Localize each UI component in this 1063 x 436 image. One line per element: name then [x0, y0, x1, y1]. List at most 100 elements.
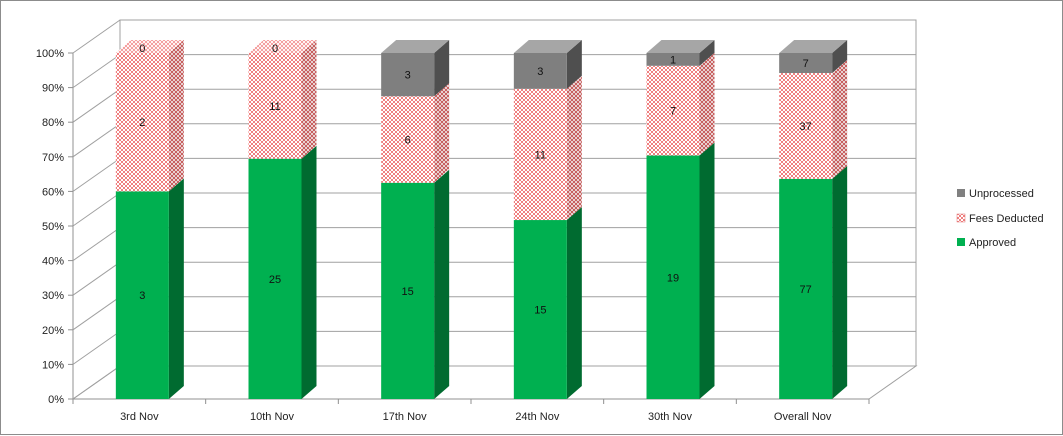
gridline-diagonal: [72, 365, 121, 400]
segment-approved: [779, 178, 833, 399]
y-tick-label: 80%: [42, 117, 64, 129]
legend-swatch-approved: [957, 238, 965, 246]
bar-top-cap: [646, 40, 715, 53]
data-label: 77: [800, 284, 812, 296]
data-label: 7: [670, 106, 676, 118]
data-label: 0: [139, 43, 145, 55]
data-label: 37: [800, 121, 812, 133]
y-tick-label: 60%: [42, 186, 64, 198]
segment-approved: [513, 220, 567, 399]
y-tick-label: 100%: [36, 48, 64, 60]
bar-3rd-nov: 3 2 0: [115, 40, 184, 399]
segment-side-unprocessed: [566, 40, 582, 89]
segment-side-approved: [699, 142, 715, 399]
bar-top-cap: [513, 40, 582, 53]
segment-fees-deducted: [248, 53, 302, 159]
legend-swatch-fees-deducted: [956, 213, 966, 223]
data-label: 11: [269, 101, 280, 113]
legend-swatch-unprocessed: [957, 189, 965, 197]
segment-side-approved: [301, 145, 317, 399]
data-label: 1: [670, 54, 676, 66]
legend-label-approved: Approved: [969, 237, 1016, 249]
segment-side-approved: [434, 169, 450, 399]
y-tick-label: 50%: [42, 221, 64, 233]
data-label: 6: [405, 135, 411, 147]
bar-top-cap: [381, 40, 450, 53]
x-tick-label: 10th Nov: [250, 411, 295, 423]
segment-fees-deducted: [513, 88, 567, 221]
x-axis-labels: 3rd Nov 10th Nov 17th Nov 24th Nov 30th Nov O…: [120, 411, 832, 423]
data-label: 19: [667, 272, 679, 284]
gridline-diagonal: [72, 88, 121, 123]
segment-approved: [248, 158, 302, 399]
x-tick-label: Overall Nov: [774, 411, 832, 423]
segment-fees-deducted: [646, 65, 700, 156]
x-tick-label: 3rd Nov: [120, 411, 159, 423]
y-axis-ticks: 0% 10% 20% 30% 40% 50% 60% 70% 80% 90% 100%: [36, 48, 870, 406]
segment-side-unprocessed: [434, 40, 450, 97]
data-label: 25: [269, 274, 281, 286]
gridline-diagonal: [72, 123, 121, 158]
segment-unprocessed: [646, 53, 700, 66]
data-label: 3: [405, 70, 411, 82]
segment-approved: [646, 155, 700, 399]
bar-top-cap: [248, 40, 317, 53]
segment-side-approved: [168, 178, 184, 399]
segment-unprocessed: [513, 53, 567, 89]
segment-side-fees-deducted: [832, 60, 848, 179]
bar-top-cap: [779, 40, 848, 53]
segment-approved: [381, 182, 435, 399]
y-tick-label: 30%: [42, 290, 64, 302]
legend-label-unprocessed: Unprocessed: [969, 188, 1034, 200]
bar-overall-nov: 77 37 7: [779, 40, 848, 399]
legend-label-fees-deducted: Fees Deducted: [969, 213, 1044, 225]
y-tick-label: 10%: [42, 359, 64, 371]
gridline-diagonal: [72, 54, 121, 89]
data-label: 0: [272, 43, 278, 55]
segment-side-fees-deducted: [301, 40, 317, 159]
y-tick-label: 90%: [42, 83, 64, 95]
gridline-diagonal: [72, 227, 121, 262]
segment-side-approved: [566, 207, 582, 399]
segment-unprocessed: [381, 53, 435, 97]
gridline-diagonal: [72, 157, 121, 192]
segment-fees-deducted: [779, 73, 833, 179]
y-tick-label: 70%: [42, 152, 64, 164]
x-tick-label: 30th Nov: [648, 411, 693, 423]
segment-side-fees-deducted: [566, 75, 582, 221]
segment-approved: [115, 191, 169, 399]
data-label: 11: [535, 149, 546, 161]
y-tick-label: 20%: [42, 325, 64, 337]
bar-top-cap: [115, 40, 184, 53]
data-label: 3: [139, 290, 145, 302]
gridline-diagonal: [72, 296, 121, 331]
segment-fees-deducted: [115, 53, 169, 192]
gridline-diagonal: [72, 330, 121, 365]
segment-side-fees-deducted: [168, 40, 184, 192]
gridline-diagonal: [72, 19, 121, 54]
legend: Unprocessed Fees Deducted Approved: [956, 188, 1044, 249]
segment-side-unprocessed: [832, 40, 848, 74]
segment-side-unprocessed: [699, 40, 715, 66]
gridline-diagonal: [72, 192, 121, 227]
segment-side-fees-deducted: [434, 83, 450, 183]
segment-fees-deducted: [381, 96, 435, 183]
bar-10th-nov: 25 11 0: [248, 40, 317, 399]
data-label: 7: [803, 58, 809, 70]
bar-24th-nov: 15 11 3: [513, 40, 582, 399]
y-tick-label: 40%: [42, 256, 64, 268]
data-label: 15: [402, 286, 414, 298]
data-label: 3: [537, 66, 543, 78]
data-label: 2: [139, 117, 145, 129]
data-label: 15: [534, 305, 546, 317]
y-tick-label: 0%: [48, 394, 64, 406]
segment-side-fees-deducted: [699, 52, 715, 156]
x-tick-label: 24th Nov: [515, 411, 560, 423]
segment-unprocessed: [779, 53, 833, 74]
gridline-diagonal: [72, 261, 121, 296]
